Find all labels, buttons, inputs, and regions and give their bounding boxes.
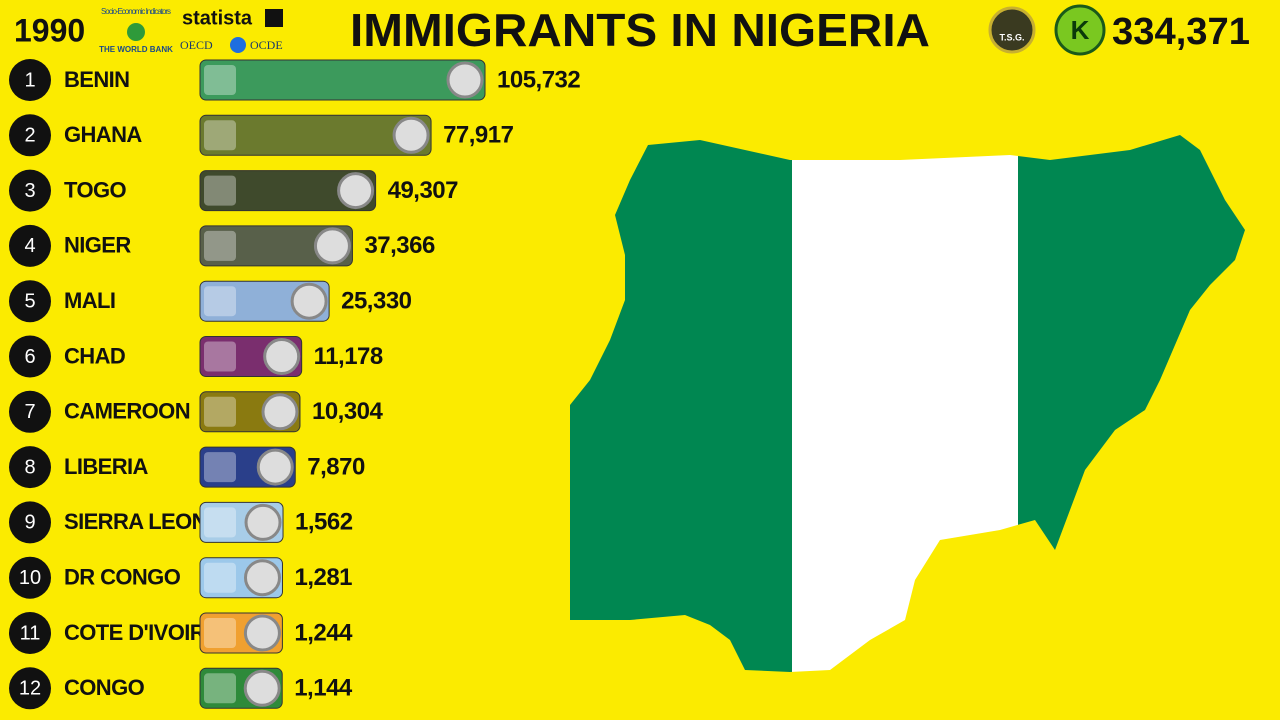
category-label: COTE D'IVOIRE — [64, 620, 219, 645]
value-label: 77,917 — [443, 122, 514, 149]
flag-icon — [243, 669, 281, 707]
value-label: 25,330 — [341, 288, 412, 315]
year: 1990 — [14, 12, 85, 48]
rank-badge — [9, 446, 51, 489]
value-label: 1,244 — [294, 619, 353, 646]
emblem — [204, 562, 236, 593]
category-label: BENIN — [64, 67, 129, 92]
rank: 11 — [20, 622, 41, 644]
value-label: 49,307 — [388, 177, 459, 204]
category-label: CHAD — [64, 343, 125, 368]
rank-badge — [9, 390, 51, 433]
chart-title: IMMIGRANTS IN NIGERIA — [350, 4, 930, 56]
value-label: 11,178 — [314, 343, 383, 370]
rank-badge — [9, 114, 51, 157]
emblem — [204, 175, 236, 206]
rank-badge — [9, 335, 51, 378]
rank: 4 — [24, 235, 35, 257]
category-label: CONGO — [64, 675, 145, 700]
emblem — [204, 120, 236, 151]
flag-icon — [337, 172, 375, 210]
rank: 3 — [24, 180, 35, 202]
emblem — [204, 673, 236, 704]
category-label: NIGER — [64, 233, 131, 258]
category-label: SIERRA LEONE — [64, 509, 221, 534]
source-label: T.S.G. — [999, 32, 1024, 42]
emblem — [204, 286, 236, 317]
value-label: 1,144 — [294, 675, 353, 702]
emblem — [204, 618, 236, 648]
rank: 2 — [24, 125, 35, 147]
emblem — [204, 507, 236, 538]
rank-badge — [9, 280, 51, 323]
flag-icon — [290, 282, 328, 320]
flag-icon — [261, 393, 299, 431]
emblem — [204, 230, 236, 261]
flag-icon — [392, 116, 430, 154]
bar — [199, 59, 486, 101]
value-label: 10,304 — [312, 398, 384, 425]
category-label: CAMEROON — [64, 399, 190, 424]
rank-badge — [9, 556, 51, 599]
source-label: K — [1071, 15, 1090, 45]
flag-icon — [243, 559, 281, 597]
category-label: LIBERIA — [64, 454, 149, 479]
flag-icon — [243, 614, 281, 652]
category-label: MALI — [64, 288, 115, 313]
oecd-icon — [230, 37, 246, 53]
source-label: OCDE — [250, 38, 283, 52]
value-label: 1,562 — [295, 509, 353, 536]
flag-icon — [244, 503, 282, 541]
value-label: 1,281 — [294, 564, 352, 591]
source-label: Socio-Economic Indicators — [101, 7, 171, 16]
source-label: statista — [182, 7, 253, 29]
rank: 7 — [24, 401, 35, 423]
bar — [199, 225, 353, 267]
value-label: 37,366 — [364, 232, 435, 259]
emblem — [204, 452, 236, 483]
bar — [199, 170, 377, 212]
category-label: TOGO — [64, 177, 126, 202]
rank: 1 — [24, 69, 35, 91]
total: 334,371 — [1112, 11, 1250, 53]
flag-icon — [446, 61, 484, 99]
flag-icon — [256, 448, 294, 486]
rank: 12 — [19, 678, 41, 700]
rank: 8 — [24, 456, 35, 478]
rank: 10 — [19, 567, 41, 589]
value-label: 105,732 — [497, 66, 580, 93]
source-label: OECD — [180, 38, 213, 52]
statista-icon — [265, 9, 283, 27]
emblem — [204, 341, 236, 372]
flag-icon — [313, 227, 351, 265]
tsg-logo — [988, 6, 1036, 54]
category-label: DR CONGO — [64, 565, 181, 590]
category-label: GHANA — [64, 122, 142, 147]
rank-badge — [9, 224, 51, 267]
source-label: THE WORLD BANK — [99, 45, 173, 54]
rank-badge — [9, 667, 51, 710]
rank: 5 — [24, 290, 35, 312]
bar — [199, 114, 432, 156]
rank-badge — [9, 501, 51, 544]
emblem — [204, 396, 236, 427]
rank-badge — [9, 612, 51, 654]
rank-badge — [9, 59, 51, 101]
rank-badge — [9, 169, 51, 212]
k-logo — [1054, 4, 1106, 56]
emblem — [204, 65, 236, 95]
flag-icon — [263, 338, 301, 375]
rank: 9 — [24, 512, 35, 534]
value-label: 7,870 — [307, 453, 365, 480]
worldbank-icon — [127, 23, 145, 41]
rank: 6 — [24, 346, 35, 368]
